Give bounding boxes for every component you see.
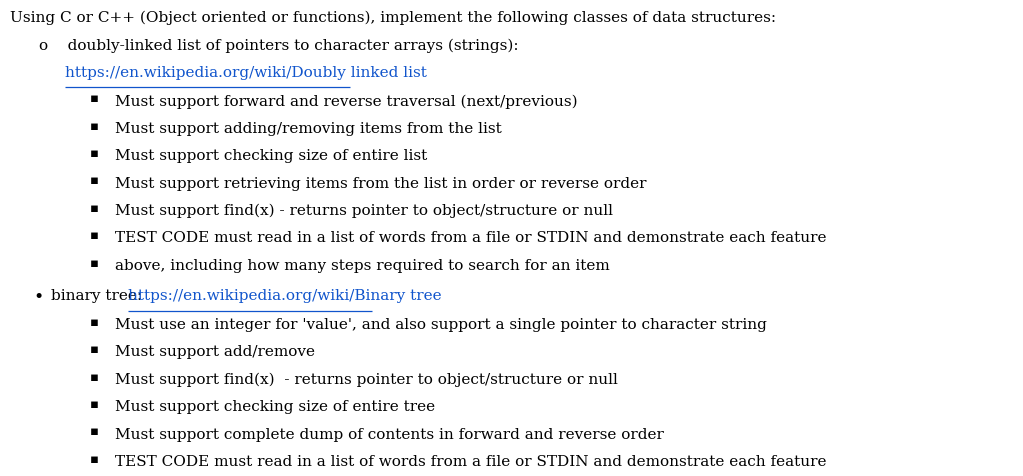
Text: Must support checking size of entire list: Must support checking size of entire lis… — [115, 149, 427, 163]
Text: ▪: ▪ — [90, 147, 99, 160]
Text: ▪: ▪ — [90, 371, 99, 384]
Text: Must support forward and reverse traversal (next/previous): Must support forward and reverse travers… — [115, 95, 577, 109]
Text: ▪: ▪ — [90, 174, 99, 188]
Text: ▪: ▪ — [90, 92, 99, 105]
Text: ▪: ▪ — [90, 343, 99, 357]
Text: ▪: ▪ — [90, 229, 99, 242]
Text: Must support checking size of entire tree: Must support checking size of entire tre… — [115, 400, 435, 414]
Text: ▪: ▪ — [90, 398, 99, 411]
Text: •: • — [34, 288, 44, 306]
Text: ▪: ▪ — [90, 316, 99, 329]
Text: o    doubly-linked list of pointers to character arrays (strings):: o doubly-linked list of pointers to char… — [39, 39, 519, 53]
Text: https://en.wikipedia.org/wiki/Doubly linked list: https://en.wikipedia.org/wiki/Doubly lin… — [65, 66, 428, 80]
Text: Must support retrieving items from the list in order or reverse order: Must support retrieving items from the l… — [115, 177, 647, 190]
Text: above, including how many steps required to search for an item: above, including how many steps required… — [115, 259, 610, 273]
Text: Must use an integer for 'value', and also support a single pointer to character : Must use an integer for 'value', and als… — [115, 318, 766, 332]
Text: Using C or C++ (Object oriented or functions), implement the following classes o: Using C or C++ (Object oriented or funct… — [10, 10, 776, 25]
Text: https://en.wikipedia.org/wiki/Binary tree: https://en.wikipedia.org/wiki/Binary tre… — [128, 289, 442, 303]
Text: ▪: ▪ — [90, 453, 99, 466]
Text: ▪: ▪ — [90, 257, 99, 269]
Text: TEST CODE must read in a list of words from a file or STDIN and demonstrate each: TEST CODE must read in a list of words f… — [115, 231, 827, 245]
Text: Must support find(x)  - returns pointer to object/structure or null: Must support find(x) - returns pointer t… — [115, 373, 618, 387]
Text: ▪: ▪ — [90, 202, 99, 215]
Text: binary tree:: binary tree: — [51, 289, 147, 303]
Text: ▪: ▪ — [90, 119, 99, 133]
Text: TEST CODE must read in a list of words from a file or STDIN and demonstrate each: TEST CODE must read in a list of words f… — [115, 455, 827, 469]
Text: ▪: ▪ — [90, 426, 99, 438]
Text: Must support find(x) - returns pointer to object/structure or null: Must support find(x) - returns pointer t… — [115, 204, 613, 218]
Text: Must support complete dump of contents in forward and reverse order: Must support complete dump of contents i… — [115, 427, 664, 442]
Text: Must support adding/removing items from the list: Must support adding/removing items from … — [115, 122, 501, 136]
Text: Must support add/remove: Must support add/remove — [115, 346, 315, 359]
